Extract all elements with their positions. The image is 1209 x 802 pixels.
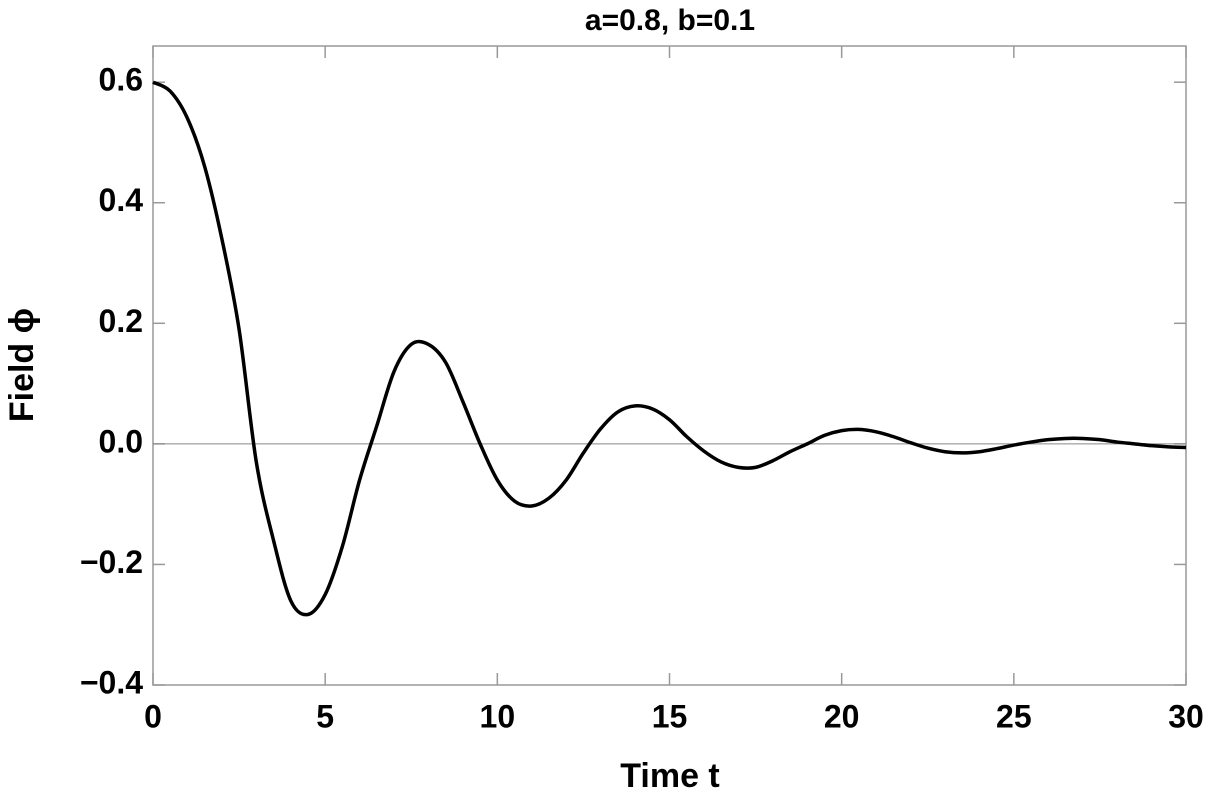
y-tick-label: 0.4	[99, 182, 144, 218]
x-tick-label: 20	[824, 698, 860, 734]
chart-title: a=0.8, b=0.1	[585, 4, 755, 37]
y-tick-label: 0.0	[99, 423, 143, 459]
y-tick-label: −0.2	[80, 544, 143, 580]
x-tick-label: 0	[144, 698, 162, 734]
y-tick-label: 0.6	[99, 62, 143, 98]
x-tick-label: 25	[996, 698, 1032, 734]
x-tick-label: 10	[480, 698, 516, 734]
x-tick-label: 5	[316, 698, 334, 734]
plot-frame	[152, 45, 1187, 686]
x-tick-label: 15	[652, 698, 688, 734]
x-axis-label: Time t	[620, 757, 720, 795]
x-tick-label: 30	[1168, 698, 1204, 734]
y-axis-label: Field ϕ	[3, 308, 41, 422]
data-line	[152, 80, 1187, 617]
y-tick-label: −0.4	[80, 664, 143, 700]
y-tick-label: 0.2	[99, 303, 143, 339]
